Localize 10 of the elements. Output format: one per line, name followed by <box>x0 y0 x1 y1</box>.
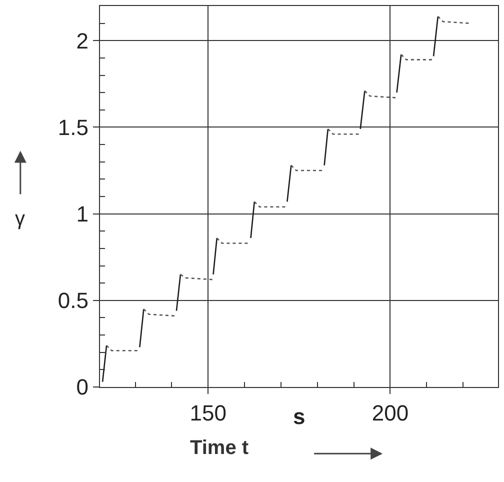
y-axis-title: γ <box>15 208 25 230</box>
x-tick-label: 200 <box>372 400 409 426</box>
text: s <box>293 404 306 429</box>
y-tick-label: 1 <box>76 202 88 227</box>
x-tick-label: 150 <box>190 400 227 426</box>
x-axis-title: Time t <box>190 437 249 459</box>
y-tick-label: 2 <box>76 28 88 54</box>
y-tick-label: 1.5 <box>58 114 88 140</box>
y-tick-label: 0.5 <box>58 288 88 314</box>
y-tick-label: 0 <box>76 374 88 400</box>
